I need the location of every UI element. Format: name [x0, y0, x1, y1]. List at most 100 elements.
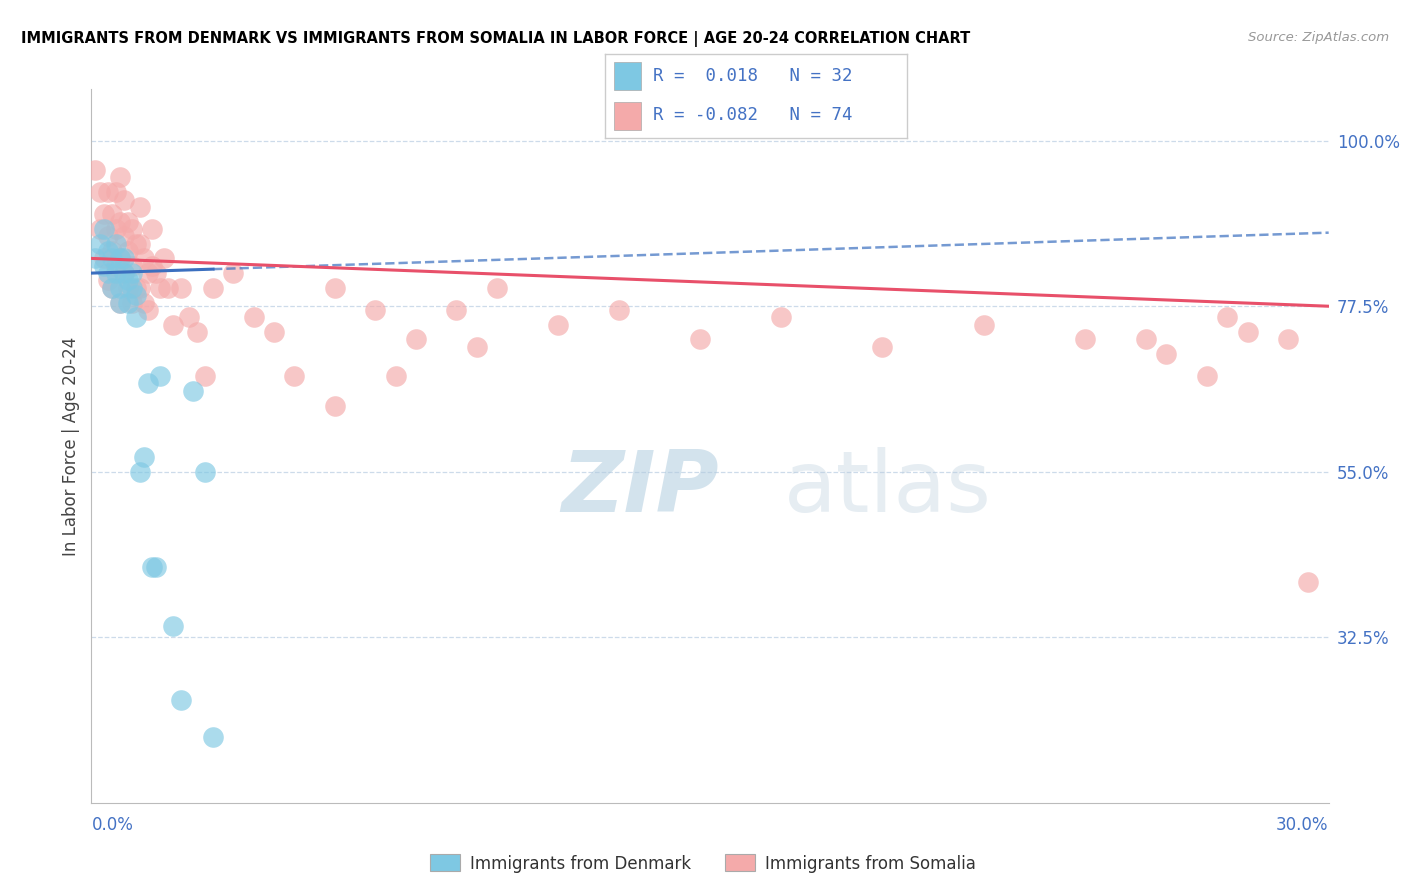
Point: [100, 207, 122, 221]
Point: [97, 273, 120, 287]
Point: [84, 252, 107, 266]
Point: [181, 384, 204, 398]
Point: [125, 281, 148, 295]
Point: [100, 244, 122, 258]
Point: [1236, 325, 1258, 339]
Point: [222, 266, 245, 280]
Point: [117, 273, 139, 287]
Point: [112, 266, 135, 280]
Point: [104, 222, 127, 236]
Point: [97, 266, 120, 280]
Point: [93, 207, 115, 221]
Point: [108, 295, 131, 310]
Text: Source: ZipAtlas.com: Source: ZipAtlas.com: [1249, 31, 1389, 45]
Point: [141, 560, 163, 574]
Point: [1195, 369, 1218, 384]
Text: R =  0.018   N = 32: R = 0.018 N = 32: [652, 67, 852, 85]
Point: [93, 259, 115, 273]
Text: ZIP: ZIP: [561, 447, 720, 531]
Point: [384, 369, 406, 384]
Point: [93, 252, 115, 266]
Point: [202, 730, 225, 744]
Point: [108, 252, 131, 266]
Point: [112, 266, 135, 280]
Point: [136, 302, 159, 317]
Point: [157, 281, 180, 295]
Point: [97, 229, 120, 244]
Point: [108, 214, 131, 228]
Point: [125, 310, 148, 325]
Point: [405, 332, 427, 346]
Point: [323, 281, 346, 295]
Point: [134, 295, 156, 310]
Text: R = -0.082   N = 74: R = -0.082 N = 74: [652, 106, 852, 124]
Point: [121, 281, 143, 295]
Point: [97, 185, 120, 199]
Point: [169, 281, 191, 295]
FancyBboxPatch shape: [613, 102, 641, 130]
Point: [689, 332, 711, 346]
Point: [121, 266, 143, 280]
Point: [93, 222, 115, 236]
Point: [153, 252, 176, 266]
Point: [104, 266, 127, 280]
Text: atlas: atlas: [785, 447, 993, 531]
Point: [112, 229, 135, 244]
Point: [162, 318, 184, 332]
Point: [169, 693, 191, 707]
Point: [547, 318, 569, 332]
Point: [121, 222, 143, 236]
Point: [145, 560, 167, 574]
Point: [1135, 332, 1157, 346]
Point: [134, 450, 156, 464]
Point: [465, 340, 488, 354]
Point: [242, 310, 264, 325]
Point: [104, 185, 127, 199]
Point: [145, 266, 167, 280]
Point: [263, 325, 285, 339]
Point: [129, 281, 152, 295]
Point: [100, 281, 122, 295]
Point: [194, 465, 217, 479]
Point: [134, 252, 156, 266]
Point: [104, 259, 127, 273]
Point: [364, 302, 387, 317]
Point: [186, 325, 208, 339]
Point: [141, 222, 163, 236]
Point: [108, 170, 131, 185]
Point: [149, 281, 172, 295]
Point: [129, 200, 152, 214]
Point: [149, 369, 172, 384]
Point: [141, 259, 163, 273]
Point: [121, 295, 143, 310]
Point: [108, 252, 131, 266]
Point: [872, 340, 894, 354]
Point: [607, 302, 630, 317]
Text: 30.0%: 30.0%: [1277, 816, 1329, 834]
Point: [1277, 332, 1299, 346]
Point: [112, 252, 135, 266]
Text: IMMIGRANTS FROM DENMARK VS IMMIGRANTS FROM SOMALIA IN LABOR FORCE | AGE 20-24 CO: IMMIGRANTS FROM DENMARK VS IMMIGRANTS FR…: [21, 31, 970, 47]
Point: [104, 236, 127, 251]
Point: [129, 236, 152, 251]
Point: [117, 214, 139, 228]
Point: [125, 288, 148, 302]
Point: [108, 281, 131, 295]
Text: 0.0%: 0.0%: [91, 816, 134, 834]
Point: [1074, 332, 1097, 346]
Point: [129, 465, 152, 479]
Point: [121, 259, 143, 273]
Point: [1156, 347, 1178, 361]
Point: [125, 236, 148, 251]
Point: [89, 236, 111, 251]
Point: [162, 619, 184, 633]
Point: [117, 244, 139, 258]
Point: [97, 244, 120, 258]
Point: [112, 193, 135, 207]
Point: [1216, 310, 1239, 325]
Point: [136, 376, 159, 391]
Point: [202, 281, 225, 295]
Point: [283, 369, 305, 384]
Point: [177, 310, 200, 325]
Point: [136, 266, 159, 280]
